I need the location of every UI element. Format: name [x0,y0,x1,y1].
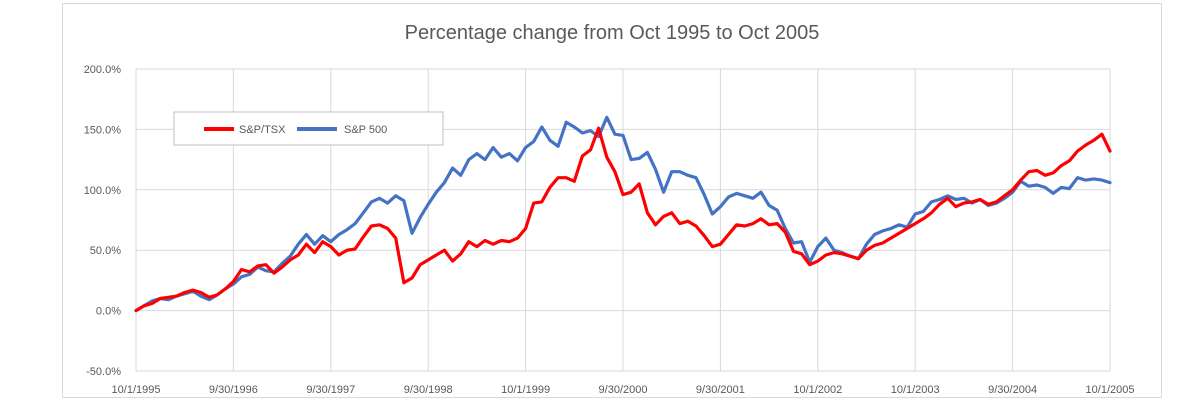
y-tick-label: -50.0% [86,366,121,378]
x-tick-label: 9/30/2001 [696,384,745,396]
series-line-sp-tsx [134,126,1112,313]
y-axis-ticks: -50.0% 0.0% 50.0% 100.0% 150.0% 200.0% [84,64,122,378]
x-tick-label: 10/1/1999 [501,384,550,396]
series-lines [134,115,1112,313]
y-tick-label: 150.0% [84,124,122,136]
chart-area: Percentage change from Oct 1995 to Oct 2… [62,3,1162,398]
x-tick-label: 9/30/2000 [599,384,648,396]
x-tick-label: 10/1/2005 [1086,384,1135,396]
x-tick-label: 9/30/1998 [404,384,453,396]
y-tick-label: 50.0% [90,245,121,257]
x-tick-label: 10/1/2002 [793,384,842,396]
y-tick-label: 0.0% [96,306,121,318]
line-chart: Percentage change from Oct 1995 to Oct 2… [84,22,1135,396]
series-line-sp-500 [134,115,1112,313]
x-tick-label: 10/1/1995 [112,384,161,396]
legend-label-sp-500: S&P 500 [344,124,387,136]
y-tick-label: 200.0% [84,64,122,76]
gridlines [135,68,1111,372]
x-tick-label: 9/30/2004 [988,384,1037,396]
x-tick-label: 10/1/2003 [891,384,940,396]
legend: S&P/TSX S&P 500 [173,111,444,146]
x-tick-label: 9/30/1997 [306,384,355,396]
x-tick-label: 9/30/1996 [209,384,258,396]
x-axis-ticks: 10/1/1995 9/30/1996 9/30/1997 9/30/1998 10/1… [112,384,1135,396]
legend-label-sp-tsx: S&P/TSX [239,124,286,136]
y-tick-label: 100.0% [84,185,122,197]
chart-title: Percentage change from Oct 1995 to Oct 2… [405,22,820,44]
